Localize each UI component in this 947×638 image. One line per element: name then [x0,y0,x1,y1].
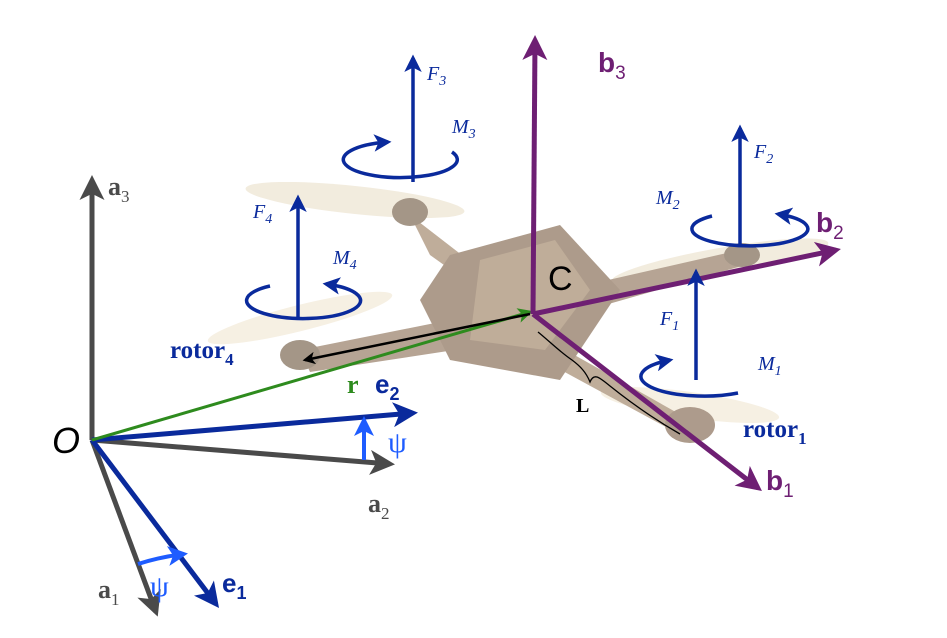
yaw-arc-lower [137,546,188,566]
moment-1-arc [639,354,739,398]
position-vector-r [91,308,533,442]
e2-label: e2 [375,369,399,404]
rotor-2-symbols [690,124,810,248]
a3-label: a3 [108,172,130,206]
rotor-4-symbols [244,194,363,321]
moment-4-label: M4 [332,247,357,273]
b1-axis [531,312,762,492]
a1-axis [89,439,161,617]
b2-label: b2 [816,207,844,244]
force-2-label: F2 [753,141,773,167]
arm-vector-rotor4 [302,312,531,365]
b2-axis [532,241,841,317]
rotor-3-symbols [341,54,460,182]
arm-length-brace [537,331,681,435]
force-4-label: F4 [252,201,272,227]
rotor-1-symbols [639,268,739,398]
moment-3-label: M3 [451,116,476,142]
yaw-label-upper: ψ [388,426,407,459]
position-vector-label: r [347,370,359,399]
moment-2-label: M2 [655,187,680,213]
a1-label: a1 [98,575,120,609]
body-frame [522,35,841,492]
a2-label: a2 [368,489,390,523]
center-label: C [548,260,573,298]
a2-axis [91,437,395,475]
e1-label: e1 [222,568,246,603]
arm-length-label: L [576,395,589,417]
force-1-label: F1 [659,308,679,334]
origin-label: O [52,420,80,461]
b3-axis [522,35,548,315]
moment-1-label: M1 [757,353,782,379]
b1-label: b1 [766,465,794,502]
yaw-label-lower: ψ [150,570,169,603]
rotor1-label: rotor1 [743,416,807,448]
inertial-frame [79,175,395,617]
rotor4-label: rotor4 [170,337,234,369]
e1-axis [90,438,220,608]
force-3-label: F3 [426,63,446,89]
moment-3-arc [341,134,460,180]
moment-4-arc [244,277,363,321]
b3-label: b3 [598,47,626,84]
intermediate-frame [90,402,418,608]
moment-2-arc [690,207,810,248]
